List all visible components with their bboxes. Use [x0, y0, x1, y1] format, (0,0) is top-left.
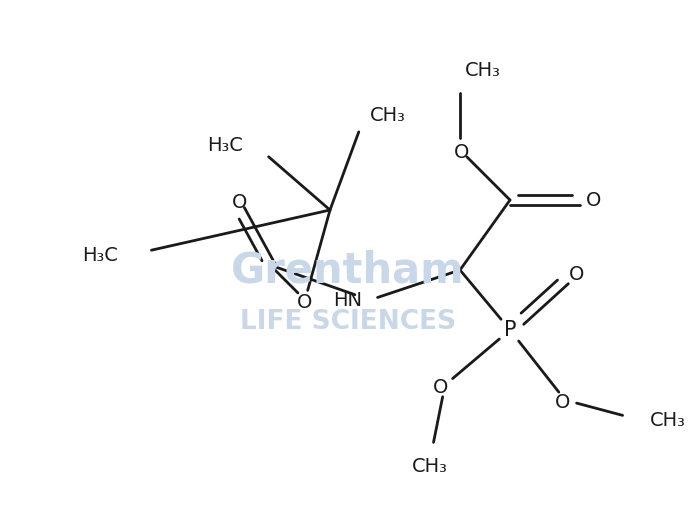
Text: H₃C: H₃C — [207, 136, 243, 154]
Text: O: O — [555, 393, 571, 411]
Text: H₃C: H₃C — [82, 245, 118, 265]
Text: CH₃: CH₃ — [412, 457, 448, 475]
Text: O: O — [297, 293, 313, 311]
Text: HN: HN — [333, 291, 362, 309]
Text: Grentham: Grentham — [231, 250, 465, 291]
Text: O: O — [434, 378, 449, 397]
Text: CH₃: CH₃ — [650, 410, 686, 430]
Text: O: O — [569, 265, 585, 283]
Text: CH₃: CH₃ — [370, 106, 406, 124]
Text: O: O — [586, 190, 601, 210]
Text: CH₃: CH₃ — [465, 60, 501, 80]
Text: P: P — [504, 320, 516, 340]
Text: O: O — [232, 192, 248, 212]
Text: O: O — [454, 142, 470, 162]
Text: LIFE SCIENCES: LIFE SCIENCES — [240, 309, 456, 335]
